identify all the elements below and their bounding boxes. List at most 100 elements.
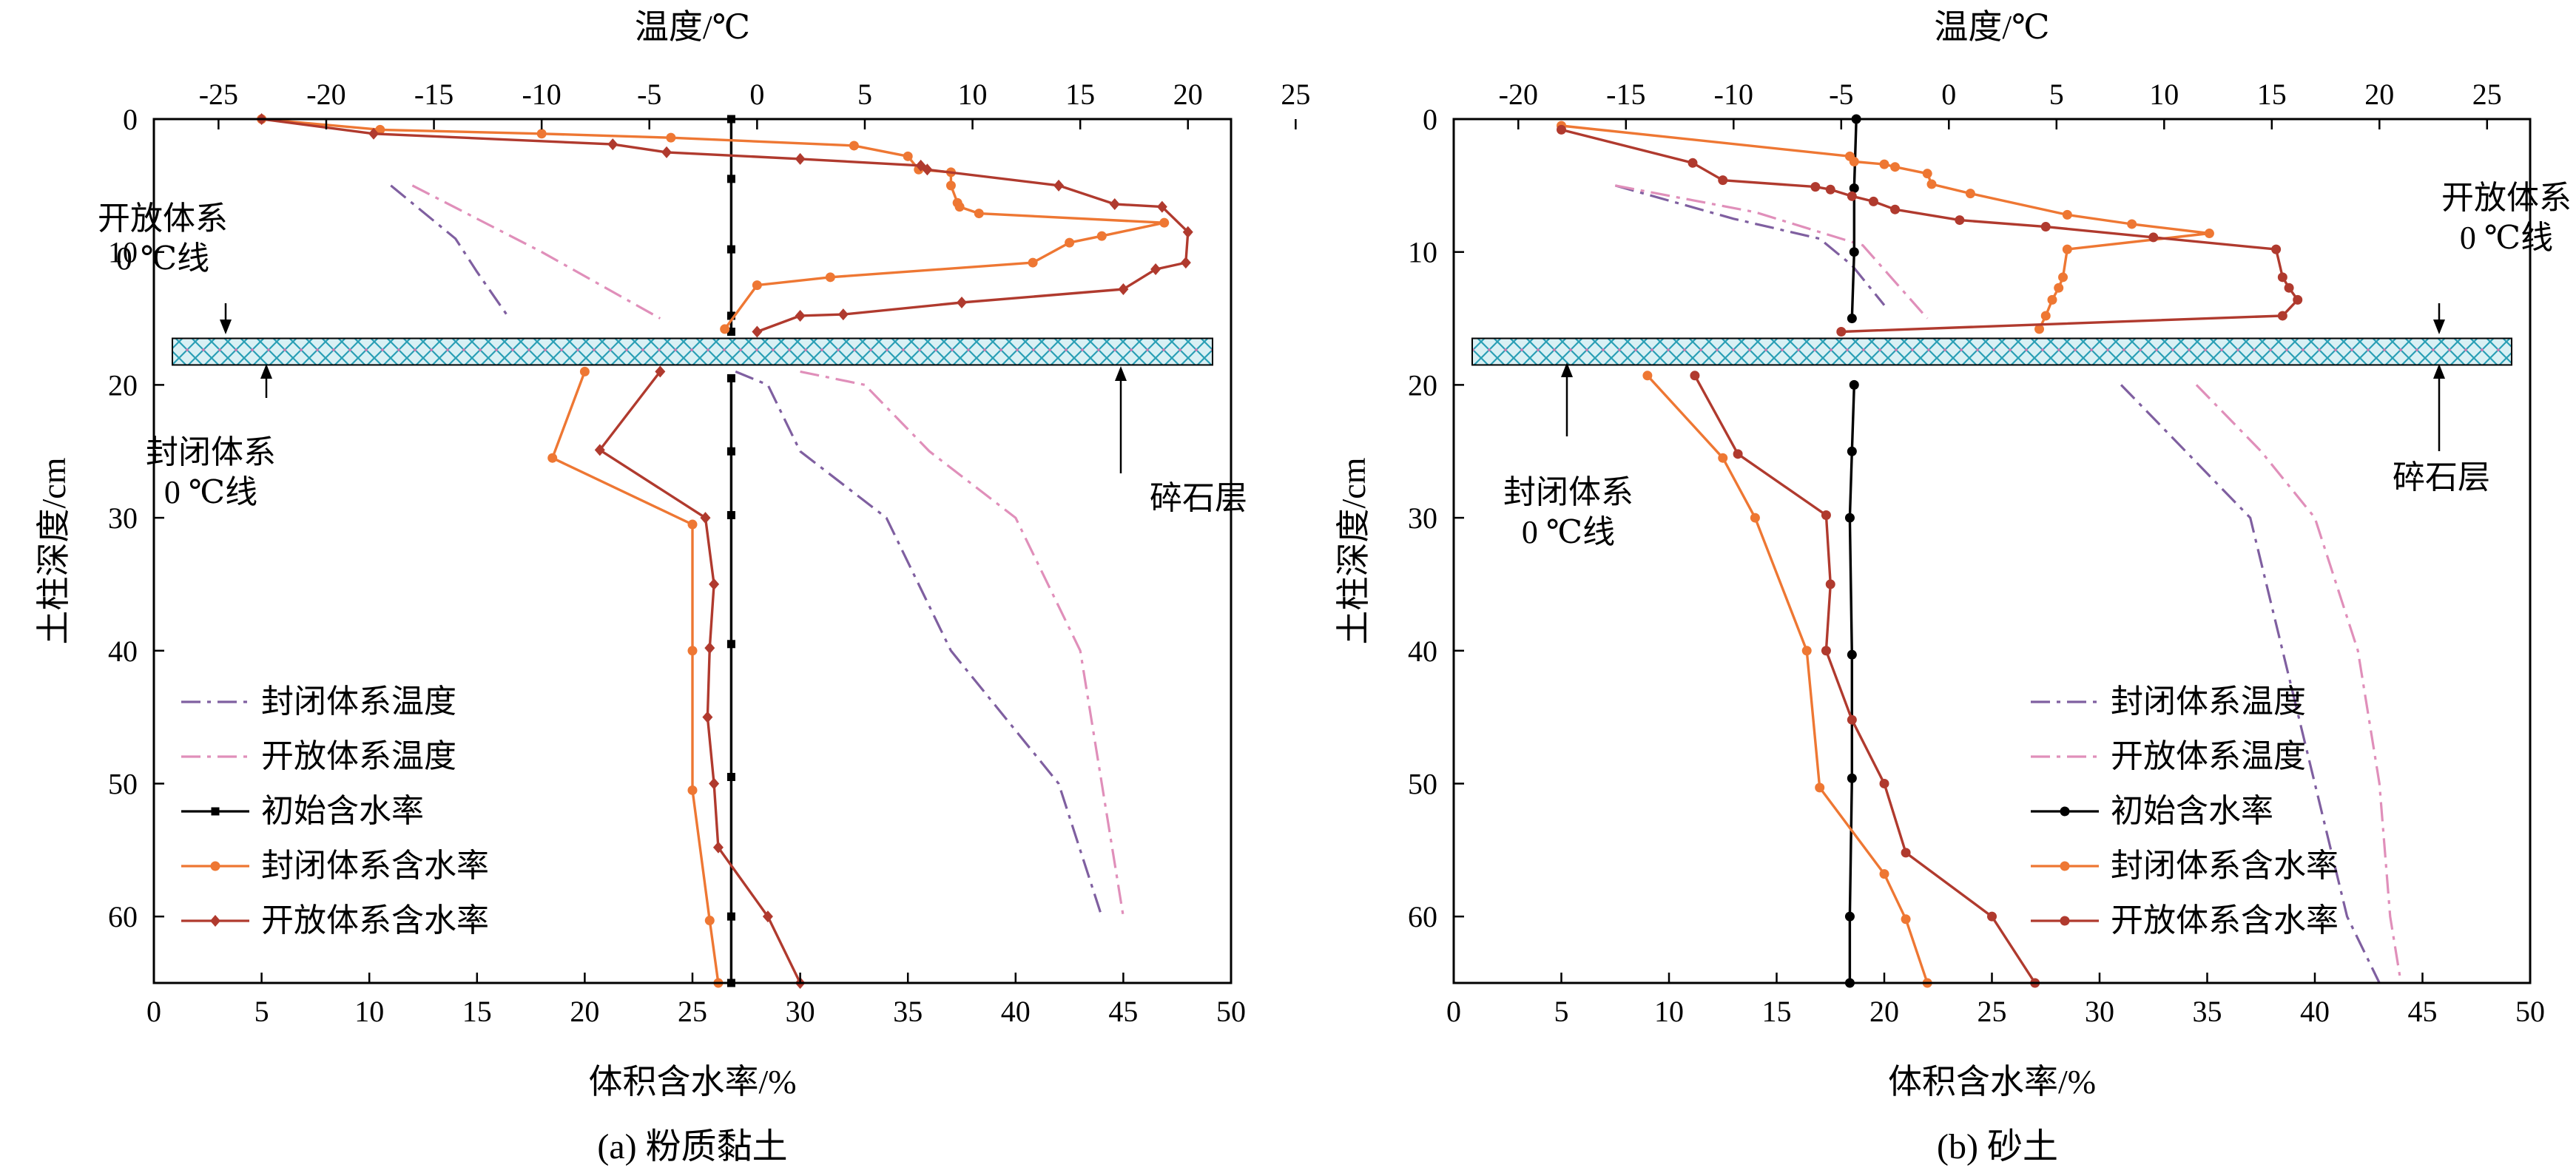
data-point-3 <box>2058 272 2068 283</box>
data-point-4 <box>709 777 720 790</box>
arrowhead-icon <box>1561 362 1573 377</box>
x2-tick-label: 0 <box>1941 78 1956 111</box>
series-4 <box>1557 124 2303 988</box>
series-line-0 <box>735 370 1103 917</box>
x-tick-label: 15 <box>1762 995 1792 1028</box>
legend-label-4: 开放体系含水率 <box>261 902 489 939</box>
x2-tick-label: 20 <box>2364 78 2394 111</box>
data-point-2 <box>1847 314 1857 324</box>
plot-frame <box>1452 118 2532 984</box>
x2-tick-label: 0 <box>749 78 764 111</box>
data-point-4 <box>1733 449 1743 459</box>
data-point-4 <box>1901 848 1911 858</box>
x2-tick-label: -15 <box>1606 78 1645 111</box>
annotation-text: 碎石层 <box>2393 459 2490 496</box>
data-point-4 <box>1182 226 1193 238</box>
series-4 <box>256 113 1193 989</box>
x2-tick-label: 5 <box>857 78 872 111</box>
x-tick-label: 10 <box>354 995 384 1028</box>
data-point-2 <box>726 374 735 382</box>
data-point-3 <box>1890 162 1901 172</box>
x-axis-title: 体积含水率/% <box>588 1063 796 1101</box>
series-line-1 <box>411 184 661 320</box>
data-point-4 <box>2293 294 2303 305</box>
series-0 <box>390 184 1103 917</box>
annotation-text: 封闭体系 <box>1503 474 1633 510</box>
x2-tick-label: 15 <box>2257 78 2287 111</box>
data-point-4 <box>1718 175 1728 186</box>
legend-label-3: 封闭体系含水率 <box>261 848 489 884</box>
data-point-4 <box>1825 184 1835 195</box>
data-point-3 <box>849 141 859 151</box>
x2-tick-label: 20 <box>1173 78 1203 111</box>
data-point-2 <box>726 912 735 921</box>
arrowhead-icon <box>2433 364 2445 379</box>
legend-marker-4 <box>210 915 220 927</box>
data-point-3 <box>2034 324 2045 334</box>
series-line-2 <box>1848 385 1855 983</box>
data-point-3 <box>1879 869 1889 879</box>
series-line-1 <box>800 370 1125 917</box>
data-point-4 <box>1825 579 1835 589</box>
data-point-4 <box>2277 272 2287 283</box>
series-2 <box>1844 114 1861 988</box>
data-point-3 <box>2204 229 2214 239</box>
data-point-3 <box>1028 257 1038 268</box>
x-tick-label: 0 <box>1446 995 1461 1028</box>
x-tick-label: 5 <box>1554 995 1569 1028</box>
data-point-3 <box>1065 237 1075 248</box>
x-axis-title: 体积含水率/% <box>1888 1063 2096 1101</box>
data-point-3 <box>579 366 590 376</box>
annotation-text: 0 ℃线 <box>2460 220 2553 256</box>
data-point-3 <box>1922 169 1932 179</box>
data-point-2 <box>1849 379 1859 390</box>
data-point-4 <box>594 444 605 456</box>
x-tick-label: 50 <box>2515 995 2545 1028</box>
data-point-4 <box>1690 371 1700 381</box>
data-point-4 <box>607 138 618 151</box>
x-tick-label: 50 <box>1216 995 1246 1028</box>
data-point-3 <box>1096 231 1107 241</box>
y-tick-label: 40 <box>1408 635 1437 668</box>
x2-tick-label: 10 <box>2149 78 2179 111</box>
x2-tick-label: -25 <box>199 78 238 111</box>
y-tick-label: 0 <box>1423 103 1437 136</box>
x-tick-label: 0 <box>146 995 161 1028</box>
series-0 <box>1614 184 2381 984</box>
x2-tick-label: -20 <box>1499 78 1538 111</box>
gravel-layer-band <box>172 337 1213 366</box>
y-axis-title: 土柱深度/cm <box>35 457 73 644</box>
series-line-2 <box>1850 118 1858 319</box>
x-tick-label: 15 <box>462 995 492 1028</box>
data-point-4 <box>704 642 715 655</box>
legend-label-0: 封闭体系温度 <box>2111 683 2306 720</box>
data-point-3 <box>825 272 835 283</box>
data-point-4 <box>2148 232 2159 243</box>
x-tick-label: 30 <box>786 995 815 1028</box>
annotation-text: 开放体系 <box>2441 180 2572 216</box>
data-point-4 <box>2284 283 2294 293</box>
series-line-3 <box>1646 374 1929 984</box>
x-tick-label: 45 <box>1108 995 1138 1028</box>
y-tick-label: 40 <box>108 635 138 668</box>
data-point-4 <box>2277 311 2287 321</box>
y-tick-label: 10 <box>108 236 138 269</box>
data-point-4 <box>1180 257 1191 269</box>
x2-tick-label: 10 <box>958 78 988 111</box>
data-point-4 <box>1557 124 1566 135</box>
data-point-3 <box>954 202 965 212</box>
arrowhead-icon <box>1115 366 1127 381</box>
data-point-4 <box>1821 646 1831 656</box>
data-point-4 <box>1847 714 1857 725</box>
data-point-4 <box>700 512 711 524</box>
x-tick-label: 30 <box>2085 995 2114 1028</box>
data-point-3 <box>1159 217 1170 228</box>
annotation-text: 0 ℃线 <box>164 474 257 510</box>
x-tick-label: 35 <box>893 995 923 1028</box>
annotation-text: 开放体系 <box>98 200 228 237</box>
x-tick-label: 10 <box>1654 995 1684 1028</box>
data-point-3 <box>945 180 956 191</box>
x-tick-label: 40 <box>2300 995 2330 1028</box>
data-point-4 <box>1118 283 1129 296</box>
